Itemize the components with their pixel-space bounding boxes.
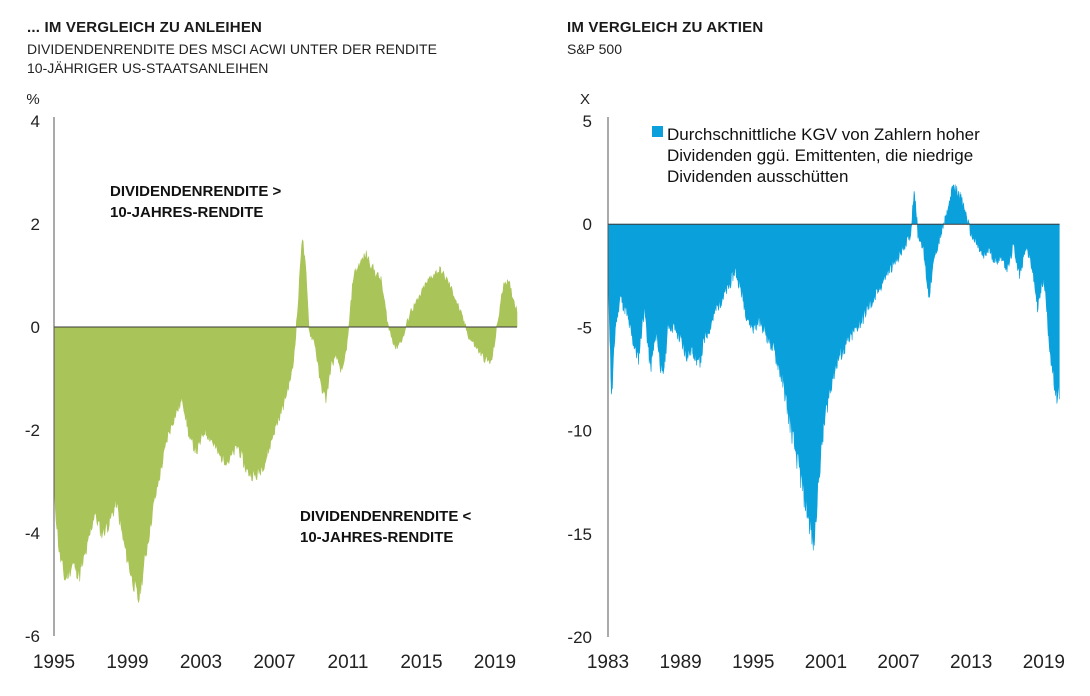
- pe-y-tick-label: -15: [567, 525, 592, 544]
- equity-panel-title: IM VERGLEICH ZU AKTIEN: [567, 19, 764, 36]
- bond-annotation-below-line: 10-JAHRES-RENDITE: [300, 529, 453, 546]
- bond-x-tick-label: 2019: [474, 652, 516, 673]
- pe-x-tick-label: 1989: [659, 652, 701, 673]
- bond-x-tick-label: 1999: [106, 652, 148, 673]
- bond-x-tick-label: 1995: [33, 652, 75, 673]
- pe-y-tick-label: 5: [583, 112, 592, 131]
- bond-x-tick-label: 2015: [400, 652, 442, 673]
- legend-label-line: Dividenden ausschütten: [667, 167, 848, 186]
- bond-panel-title: ... IM VERGLEICH ZU ANLEIHEN: [27, 19, 263, 36]
- pe-x-tick-label: 2001: [805, 652, 847, 673]
- pe-x-tick-label: 1995: [732, 652, 774, 673]
- legend-label-line: Dividenden ggü. Emittenten, die niedrige: [667, 146, 973, 165]
- bond-comparison-panel: ... IM VERGLEICH ZU ANLEIHEN DIVIDENDENR…: [25, 19, 518, 673]
- pe-y-tick-label: 0: [583, 215, 592, 234]
- legend-label-line: Durchschnittliche KGV von Zahlern hoher: [667, 125, 980, 144]
- pe-x-tick-label: 2019: [1023, 652, 1065, 673]
- bond-annotation-above-line: 10-JAHRES-RENDITE: [110, 204, 263, 221]
- pe-y-tick-label: -5: [577, 318, 592, 337]
- pe-x-tick-label: 2007: [877, 652, 919, 673]
- pe-x-tick-label: 2013: [950, 652, 992, 673]
- bond-area-series: [53, 239, 518, 603]
- pe-y-tick-label: -10: [567, 422, 592, 441]
- bond-y-tick-label: 2: [31, 215, 40, 234]
- bond-annotation-above-line: DIVIDENDENRENDITE >: [110, 183, 282, 200]
- legend-swatch: [652, 126, 663, 137]
- bond-panel-subtitle-line-1: DIVIDENDENRENDITE DES MSCI ACWI UNTER DE…: [27, 41, 437, 57]
- bond-x-tick-label: 2007: [253, 652, 295, 673]
- bond-y-unit-label: %: [26, 91, 39, 108]
- pe-y-unit-label: X: [580, 91, 590, 108]
- bond-annotation-below-line: DIVIDENDENRENDITE <: [300, 508, 472, 525]
- equity-panel-subtitle: S&P 500: [567, 41, 623, 57]
- pe-area-series: [607, 184, 1060, 551]
- pe-y-tick-label: -20: [567, 628, 592, 647]
- pe-ratio-chart: 5 0 -5 -10 -15 -20 X 1983 1989 1995 2001 2007 2013 20…: [567, 91, 1065, 673]
- equity-comparison-panel: IM VERGLEICH ZU AKTIEN S&P 500 5 0 -5 -10 -1…: [545, 0, 1090, 696]
- bond-y-tick-label: -2: [25, 421, 40, 440]
- bond-y-tick-label: -4: [25, 524, 40, 543]
- pe-x-tick-label: 1983: [587, 652, 629, 673]
- bond-panel-subtitle-line-2: 10-JÄHRIGER US-STAATSANLEIHEN: [27, 60, 269, 76]
- bond-y-tick-label: 0: [31, 318, 40, 337]
- bond-x-tick-label: 2011: [328, 652, 369, 673]
- bond-x-tick-label: 2003: [180, 652, 222, 673]
- bond-spread-chart: 4 2 0 -2 -4 -6% 1995 1999 2003 2007 2011 2015 2019 DI…: [25, 91, 518, 673]
- bond-y-tick-label: 4: [31, 112, 40, 131]
- bond-y-tick-label: -6: [25, 627, 40, 646]
